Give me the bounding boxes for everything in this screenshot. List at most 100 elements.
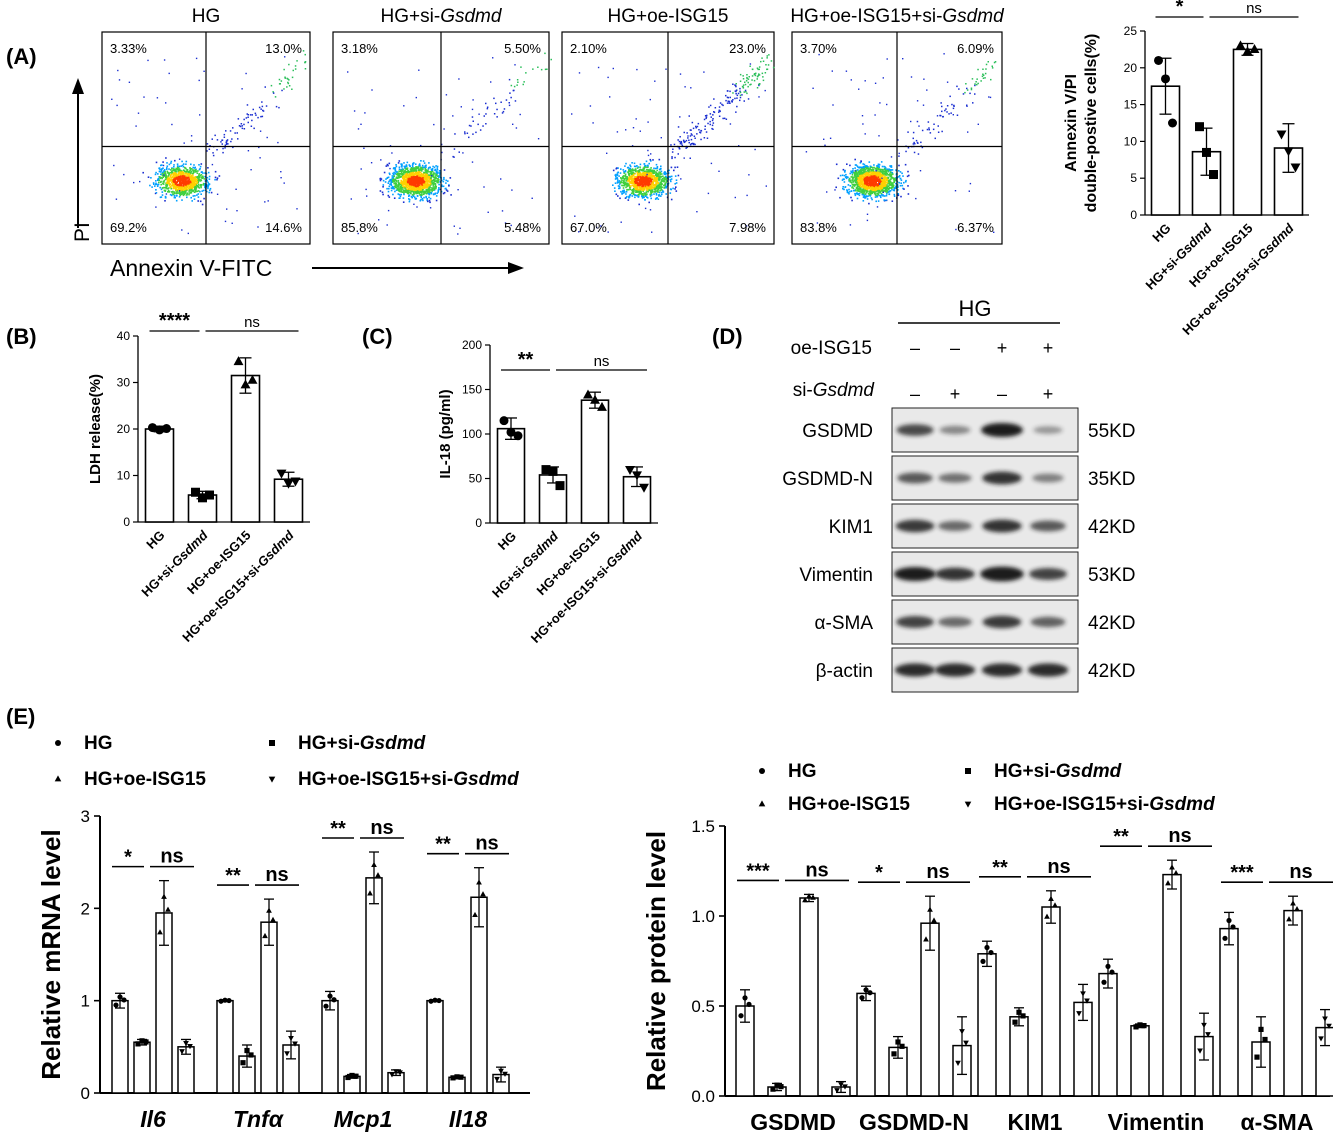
flow-event xyxy=(415,182,418,185)
flow-event xyxy=(181,160,183,163)
flow-event xyxy=(167,179,170,181)
flow-event xyxy=(685,139,688,142)
flow-event xyxy=(199,190,201,193)
flow-event xyxy=(382,184,385,186)
flow-event xyxy=(620,221,622,223)
flow-event xyxy=(625,129,627,131)
flow-event xyxy=(658,194,660,196)
flow-event xyxy=(431,180,433,182)
flow-event xyxy=(184,177,186,179)
flow-event xyxy=(727,100,729,102)
flow-event xyxy=(651,191,654,193)
flow-event xyxy=(644,174,647,177)
flow-event xyxy=(160,164,162,167)
flow-event xyxy=(886,169,888,172)
flow-event xyxy=(210,191,213,194)
flow-event xyxy=(412,177,415,180)
flow-event xyxy=(194,188,197,191)
flow-event xyxy=(407,191,409,193)
flow-event xyxy=(659,172,661,175)
flow-event xyxy=(185,182,188,184)
flow-event xyxy=(173,172,175,174)
flow-event xyxy=(647,149,649,152)
flow-event xyxy=(647,179,649,181)
flow-event xyxy=(743,100,745,102)
flow-event xyxy=(192,180,194,182)
flow-event xyxy=(853,179,856,181)
flow-event xyxy=(537,66,539,68)
flow-event xyxy=(642,184,645,186)
flow-event xyxy=(487,211,489,213)
flow-event xyxy=(423,180,425,182)
flow-event xyxy=(624,173,627,176)
flow-event xyxy=(143,96,145,98)
flow-event xyxy=(623,179,626,181)
flow-event xyxy=(187,181,190,183)
flow-event xyxy=(501,112,504,114)
flow-event xyxy=(419,188,421,190)
flow-event xyxy=(665,176,668,179)
flow-event xyxy=(407,179,410,181)
flow-event xyxy=(623,191,626,193)
quadrant-percent: 7.98% xyxy=(729,220,766,235)
flow-event xyxy=(696,133,698,135)
flow-event xyxy=(424,165,427,167)
flow-event xyxy=(647,184,650,186)
flow-event xyxy=(486,107,489,110)
flow-event xyxy=(727,90,729,92)
flow-event xyxy=(880,190,882,192)
flow-event xyxy=(165,168,168,170)
flow-event xyxy=(735,90,737,93)
flow-event xyxy=(495,102,497,105)
flow-event xyxy=(194,171,197,173)
flow-event xyxy=(848,191,851,193)
flow-event xyxy=(400,193,402,196)
flow-event xyxy=(179,175,182,177)
flow-event xyxy=(247,116,249,118)
flow-event xyxy=(703,71,705,73)
flow-event xyxy=(621,192,624,194)
flow-event xyxy=(850,190,853,192)
flow-event xyxy=(434,175,436,177)
flow-event xyxy=(265,105,268,107)
flow-event xyxy=(172,185,175,188)
flow-event xyxy=(406,188,409,190)
flow-event xyxy=(885,199,887,202)
flow-event xyxy=(630,170,632,172)
flow-event xyxy=(430,184,432,186)
flow-event xyxy=(639,168,642,171)
flow-event xyxy=(397,162,400,164)
flow-event xyxy=(390,187,393,189)
flow-event xyxy=(195,57,198,60)
flow-event xyxy=(861,190,863,192)
flow-event xyxy=(185,187,187,189)
flow-event xyxy=(179,180,181,183)
flow-event xyxy=(647,121,649,123)
flow-event xyxy=(655,182,658,185)
flow-event xyxy=(417,182,419,185)
flow-event xyxy=(417,191,420,194)
flow-event xyxy=(428,185,431,188)
flow-event xyxy=(641,195,643,197)
flow-event xyxy=(191,178,193,181)
flow-event xyxy=(197,190,200,192)
flow-event xyxy=(180,181,183,184)
flow-event xyxy=(624,183,626,185)
flow-event xyxy=(171,180,173,182)
flow-event xyxy=(452,115,454,117)
flow-event xyxy=(639,184,642,186)
flow-event xyxy=(206,180,208,182)
flow-event xyxy=(870,172,872,175)
flow-event xyxy=(250,125,253,127)
flow-event xyxy=(629,170,631,173)
flow-event xyxy=(407,192,410,194)
flow-event xyxy=(659,187,661,189)
flow-event xyxy=(728,100,731,103)
flow-event xyxy=(721,103,723,106)
flow-event xyxy=(516,79,519,81)
flow-event xyxy=(625,193,627,195)
flow-event xyxy=(428,196,430,199)
flow-event xyxy=(654,180,657,183)
flow-event xyxy=(619,172,622,174)
flow-event xyxy=(739,80,742,82)
